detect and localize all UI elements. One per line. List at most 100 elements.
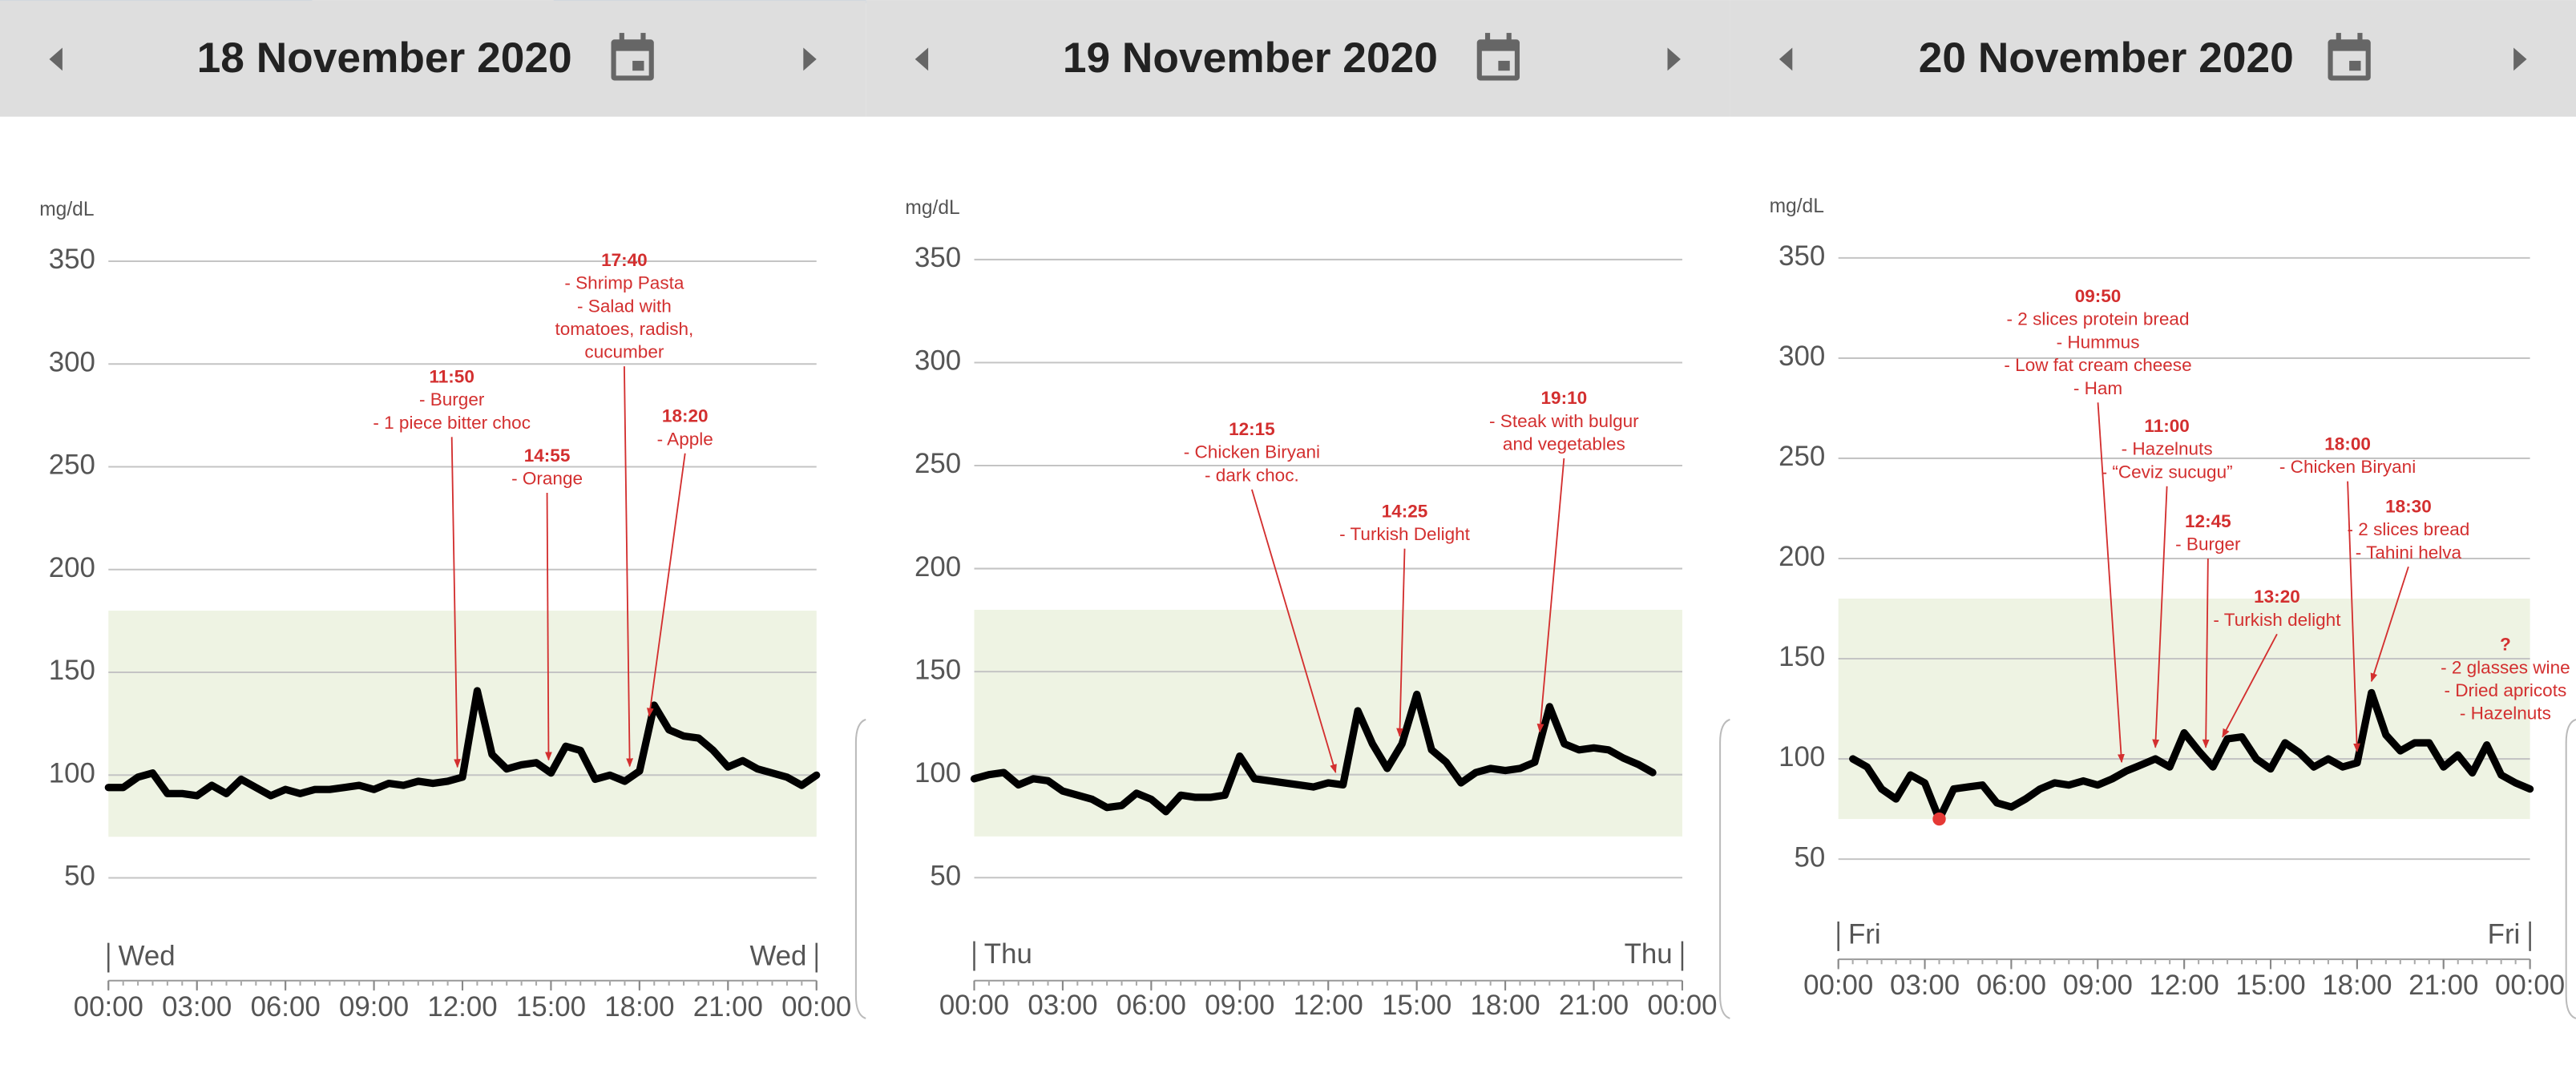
x-tick-label: 03:00 [162, 991, 232, 1022]
x-tick-label: 18:00 [604, 991, 674, 1022]
next-day[interactable] [803, 47, 817, 71]
day-label: Fri [2488, 919, 2521, 950]
annotation-text: cucumber [584, 342, 664, 362]
calendar-icon [619, 33, 624, 43]
calendar-icon [2357, 33, 2363, 43]
x-tick-label: 21:00 [1559, 990, 1629, 1021]
x-tick-label: 21:00 [693, 991, 763, 1022]
header-bar [1730, 0, 2576, 117]
prev-day[interactable] [49, 47, 63, 71]
x-tick-label: 06:00 [1976, 970, 2046, 1001]
day-label: Thu [1625, 938, 1673, 970]
x-tick-label: 18:00 [1471, 990, 1540, 1021]
annotation-text: - 2 glasses wine [2441, 657, 2570, 677]
calendar-button[interactable] [2328, 33, 2371, 81]
annotation-time: 09:50 [2075, 286, 2122, 306]
x-tick-label: 00:00 [1647, 990, 1717, 1021]
next-day[interactable] [1667, 47, 1681, 71]
annotation-text: - 2 slices protein bread [2007, 309, 2190, 329]
glucose-line [104, 687, 821, 800]
y-axis-label: mg/dL [39, 199, 94, 220]
annotation-time: 18:00 [2324, 434, 2371, 454]
annotation-time: 14:25 [1382, 502, 1428, 522]
annotation-text: - dark choc. [1205, 465, 1299, 485]
annotation-text: - Shrimp Pasta [564, 273, 684, 293]
annotation-text: - Turkish delight [2213, 610, 2341, 630]
annotation-time: 19:10 [1541, 388, 1588, 408]
prev-day[interactable] [915, 47, 929, 71]
annotation-text: - Dried apricots [2444, 680, 2566, 700]
x-tick-label: 00:00 [939, 990, 1009, 1021]
y-tick-label: 150 [49, 655, 95, 686]
prev-day[interactable] [1779, 47, 1793, 71]
scroll-edge [1719, 718, 1730, 1019]
y-tick-label: 50 [930, 860, 961, 891]
y-tick-label: 100 [49, 757, 95, 789]
x-tick-label: 12:00 [2150, 970, 2219, 1001]
y-axis-label: mg/dL [905, 197, 959, 219]
annotation-time: 13:20 [2254, 587, 2300, 607]
annotation-text: - Burger [2175, 534, 2241, 555]
annotation-arrow [450, 437, 462, 768]
annotation-time: 18:30 [2385, 496, 2432, 516]
y-tick-label: 300 [1779, 341, 1825, 372]
annotation-text: - Burger [419, 389, 485, 409]
glucose-line [970, 690, 1657, 816]
date-title: 19 November 2020 [1063, 34, 1438, 82]
x-tick-label: 15:00 [2235, 970, 2305, 1001]
annotation-time: 17:40 [601, 250, 648, 270]
calendar-icon [1484, 33, 1491, 43]
annotation-arrow [2152, 486, 2168, 748]
annotation-text: - Chicken Biryani [2279, 457, 2416, 477]
annotation-text: - 2 slices bread [2348, 519, 2470, 539]
low-marker [1932, 812, 1946, 826]
annotation-text: - Steak with bulgur [1489, 411, 1639, 431]
calendar-icon [2349, 60, 2361, 71]
y-tick-label: 350 [1779, 240, 1825, 272]
y-tick-label: 350 [915, 242, 961, 273]
next-day[interactable] [2513, 47, 2527, 71]
y-tick-label: 350 [49, 244, 95, 275]
glucose-line [1849, 688, 2534, 823]
y-tick-label: 250 [49, 450, 95, 481]
x-tick-label: 00:00 [781, 991, 851, 1022]
calendar-button[interactable] [1476, 33, 1520, 81]
x-tick-label: 03:00 [1890, 970, 1960, 1001]
annotation-text: - Turkish Delight [1339, 524, 1471, 544]
x-tick-label: 15:00 [1382, 990, 1452, 1021]
day-label: Wed [119, 940, 176, 971]
x-tick-label: 00:00 [2495, 970, 2565, 1001]
annotation-arrow [646, 453, 686, 717]
y-tick-label: 300 [915, 345, 961, 377]
annotation-text: - Salad with [577, 296, 672, 316]
calendar-button[interactable] [611, 33, 654, 81]
y-tick-label: 200 [915, 551, 961, 583]
y-tick-label: 200 [49, 552, 95, 583]
target-range [1838, 598, 2530, 820]
scroll-edge [2565, 718, 2576, 1019]
annotation-text: - Chicken Biryani [1184, 442, 1320, 462]
x-tick-label: 15:00 [516, 991, 586, 1022]
header-bar [866, 0, 1730, 117]
y-tick-label: 250 [915, 448, 961, 479]
annotation-text: - “Ceviz sucugu” [2102, 462, 2233, 482]
calendar-icon [2336, 33, 2341, 43]
x-tick-label: 12:00 [427, 991, 497, 1022]
annotation-time: 12:15 [1229, 419, 1275, 439]
annotation-text: - Hummus [2057, 332, 2140, 352]
annotation-text: - Tahini helva [2356, 542, 2462, 563]
x-tick-label: 09:00 [2063, 970, 2133, 1001]
x-tick-label: 09:00 [339, 991, 409, 1022]
calendar-icon [632, 60, 644, 71]
annotation-arrow [1536, 458, 1565, 733]
annotation-text: - Ham [2073, 378, 2122, 398]
annotation-time: 12:45 [2185, 511, 2231, 531]
chart-panel: 19 November 2020 mg/dL 50 100 150 200 250 300 35… [866, 0, 1730, 1021]
x-tick-label: 21:00 [2408, 970, 2478, 1001]
annotation-time: 14:55 [524, 446, 571, 466]
calendar-icon [1506, 33, 1512, 43]
annotation-text: - Hazelnuts [2122, 439, 2213, 459]
target-range [108, 611, 817, 837]
annotation-arrow [545, 492, 552, 761]
